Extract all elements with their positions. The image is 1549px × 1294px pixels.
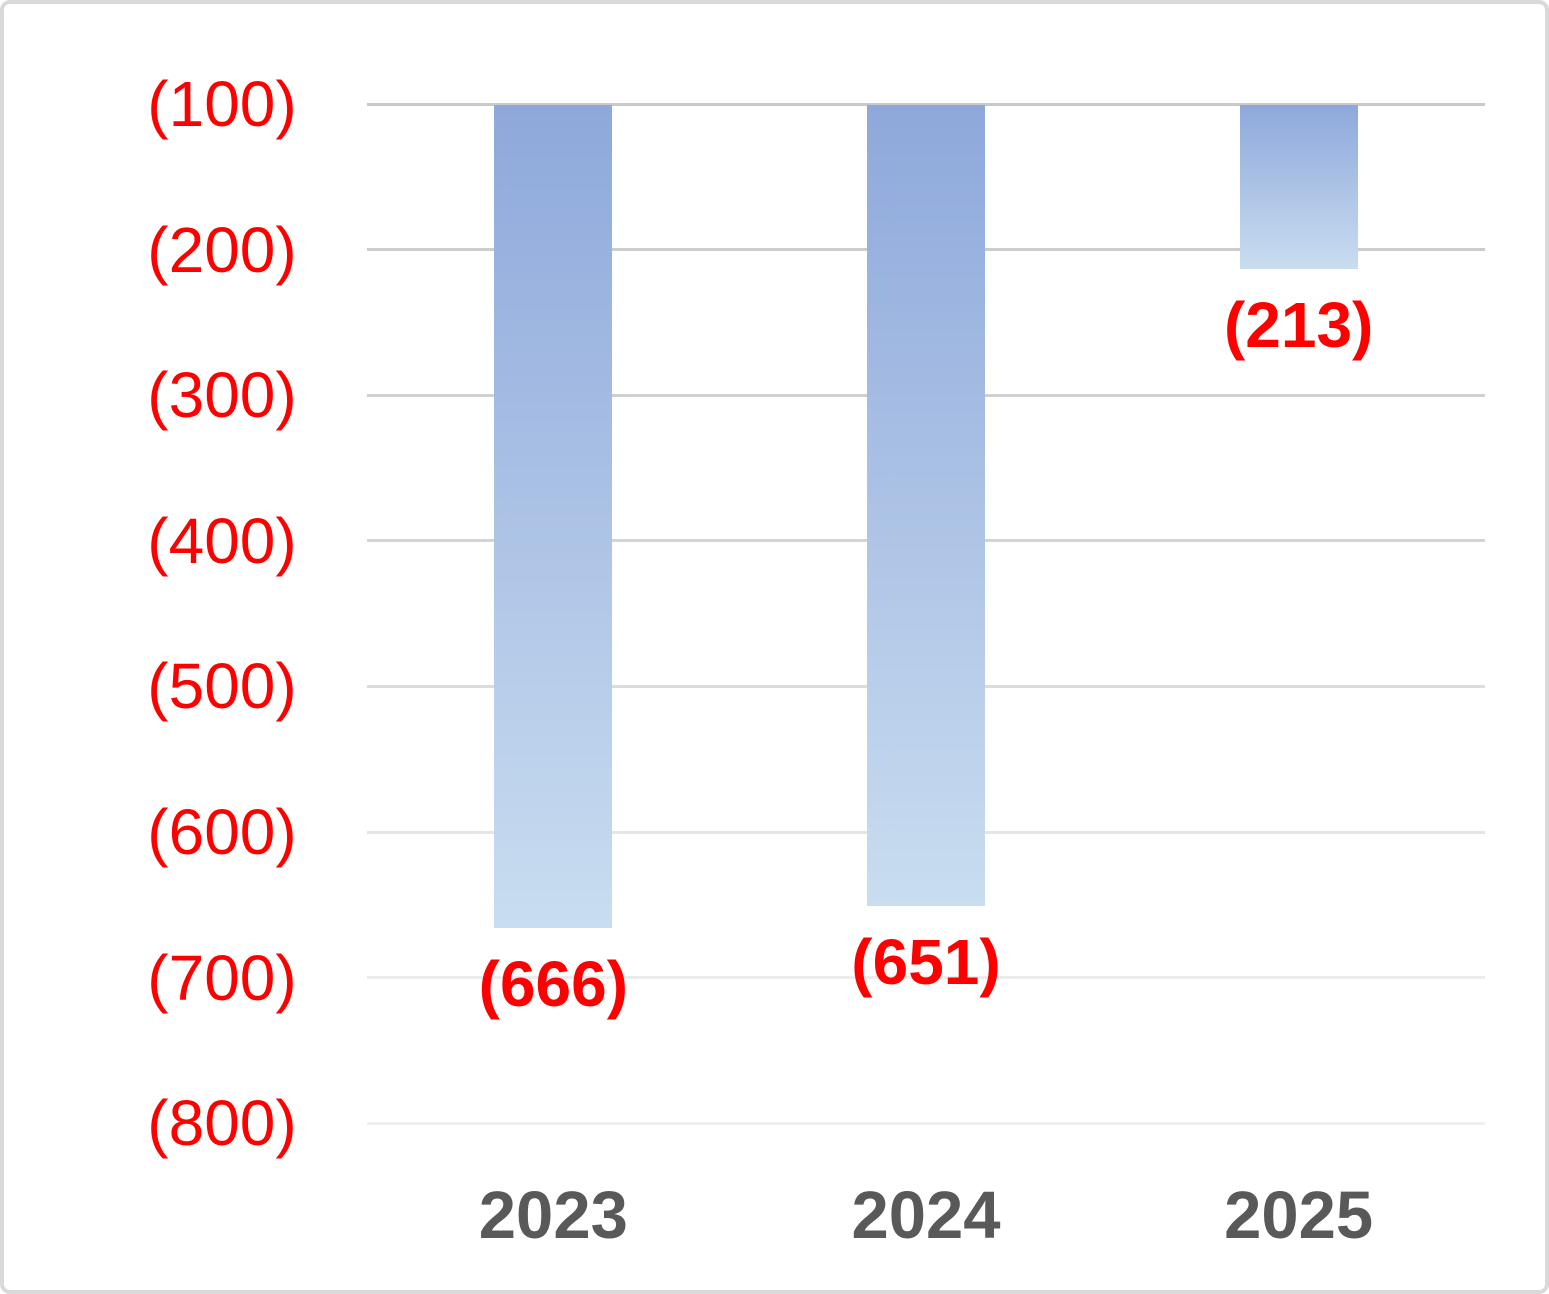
y-tick-label: (200)	[147, 213, 297, 286]
x-category-label: 2023	[478, 1178, 628, 1253]
y-tick-label: (600)	[147, 796, 297, 868]
y-tick-label: (300)	[147, 359, 297, 432]
y-tick-label: (700)	[147, 941, 297, 1014]
data-label: (666)	[478, 948, 629, 1021]
gridline	[367, 102, 1485, 106]
bar-2023	[494, 105, 613, 929]
y-tick-label: (400)	[147, 504, 297, 577]
gridline	[367, 976, 1485, 980]
data-label: (213)	[1223, 288, 1374, 361]
x-category-label: 2024	[851, 1178, 1001, 1253]
y-tick-label: (500)	[147, 650, 297, 723]
y-tick-label: (100)	[147, 68, 297, 140]
bar-2024	[867, 105, 985, 907]
bar-2025	[1239, 105, 1358, 269]
x-category-label: 2025	[1224, 1178, 1374, 1253]
data-label: (651)	[851, 926, 1001, 999]
y-tick-label: (800)	[147, 1087, 297, 1160]
gridline	[367, 1121, 1485, 1125]
